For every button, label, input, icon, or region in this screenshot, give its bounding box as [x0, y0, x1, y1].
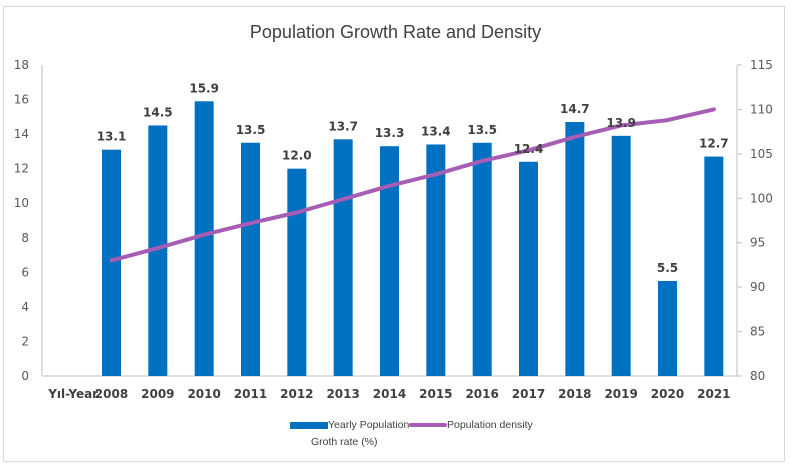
bar — [426, 144, 446, 376]
bar — [194, 101, 214, 377]
bar-data-label: 14.7 — [560, 102, 590, 116]
bar-data-label: 13.4 — [421, 124, 451, 138]
x-axis-tick-label: 2018 — [558, 387, 591, 401]
legend-item-density: Population density — [409, 419, 533, 431]
bar-data-label: 5.5 — [657, 261, 678, 275]
right-axis-tick-label: 95 — [750, 236, 765, 250]
x-axis-tick-label: 2014 — [373, 387, 406, 401]
bar-data-label: 13.7 — [328, 119, 358, 133]
right-axis-tick-label: 80 — [750, 369, 765, 383]
right-axis-tick-label: 105 — [750, 147, 773, 161]
bar-data-label: 13.9 — [606, 116, 636, 130]
bar-data-label: 14.5 — [143, 105, 173, 119]
x-axis-tick-label: 2020 — [651, 387, 684, 401]
bar — [565, 122, 585, 377]
bar — [241, 142, 260, 376]
left-axis-tick-label: 18 — [14, 58, 29, 72]
left-axis-tick-label: 10 — [14, 196, 29, 210]
left-axis-tick-label: 16 — [14, 93, 29, 107]
x-axis-tick-label: 2016 — [465, 387, 498, 401]
x-axis-tick-label: 2015 — [419, 387, 452, 401]
bar — [658, 280, 677, 376]
bar-data-label: 13.3 — [375, 126, 405, 140]
bar — [519, 161, 538, 376]
left-axis-tick-label: 12 — [14, 162, 29, 176]
x-axis-tick-label: 2017 — [512, 387, 545, 401]
bar-data-label: 13.5 — [236, 123, 266, 137]
left-axis-tick-label: 4 — [21, 300, 29, 314]
right-axis-tick-label: 100 — [750, 191, 773, 205]
bar — [333, 139, 353, 376]
legend-item-growth-rate: Yearly Population Groth rate (%) — [290, 419, 409, 448]
bar-data-label: 12.4 — [514, 142, 544, 156]
legend-label-line2: Groth rate (%) — [311, 436, 378, 448]
x-axis-tick-label: 2013 — [326, 387, 359, 401]
x-axis-tick-label: 2008 — [95, 387, 128, 401]
right-axis-tick-label: 90 — [750, 280, 765, 294]
bar — [380, 146, 399, 376]
left-axis-tick-label: 8 — [21, 231, 29, 245]
x-axis-tick-label: 2021 — [697, 387, 730, 401]
right-axis-tick-label: 85 — [750, 325, 765, 339]
bar — [472, 142, 492, 376]
x-axis-tick-label: 2012 — [280, 387, 313, 401]
legend-label: Population density — [447, 419, 533, 431]
right-axis-tick-label: 115 — [750, 58, 773, 72]
bar — [287, 168, 307, 376]
bar — [704, 156, 724, 376]
bar — [102, 149, 121, 376]
bar — [148, 125, 168, 376]
left-axis-tick-label: 0 — [21, 369, 29, 383]
x-axis-tick-label: 2019 — [604, 387, 637, 401]
x-axis-tick-label: 2011 — [234, 387, 267, 401]
bar-data-label: 13.5 — [467, 123, 497, 137]
bar-data-label: 15.9 — [189, 81, 219, 95]
chart-title: Population Growth Rate and Density — [249, 22, 542, 42]
x-axis-title: Yıl-Year — [47, 387, 98, 401]
left-axis-tick-label: 6 — [21, 265, 29, 279]
bar — [611, 135, 631, 376]
density-line — [109, 107, 716, 263]
x-axis-tick-label: 2010 — [187, 387, 220, 401]
left-axis-tick-label: 2 — [21, 334, 29, 348]
left-axis-tick-label: 14 — [14, 127, 29, 141]
legend-label: Yearly Population — [328, 419, 410, 431]
legend-swatch-line — [409, 423, 447, 427]
bar-data-label: 13.1 — [97, 130, 127, 144]
x-axis-tick-label: 2009 — [141, 387, 174, 401]
right-axis-tick-label: 110 — [750, 102, 773, 116]
bar-data-label: 12.0 — [282, 149, 312, 163]
legend-swatch-bar — [290, 422, 328, 429]
bar-data-label: 12.7 — [699, 137, 729, 151]
